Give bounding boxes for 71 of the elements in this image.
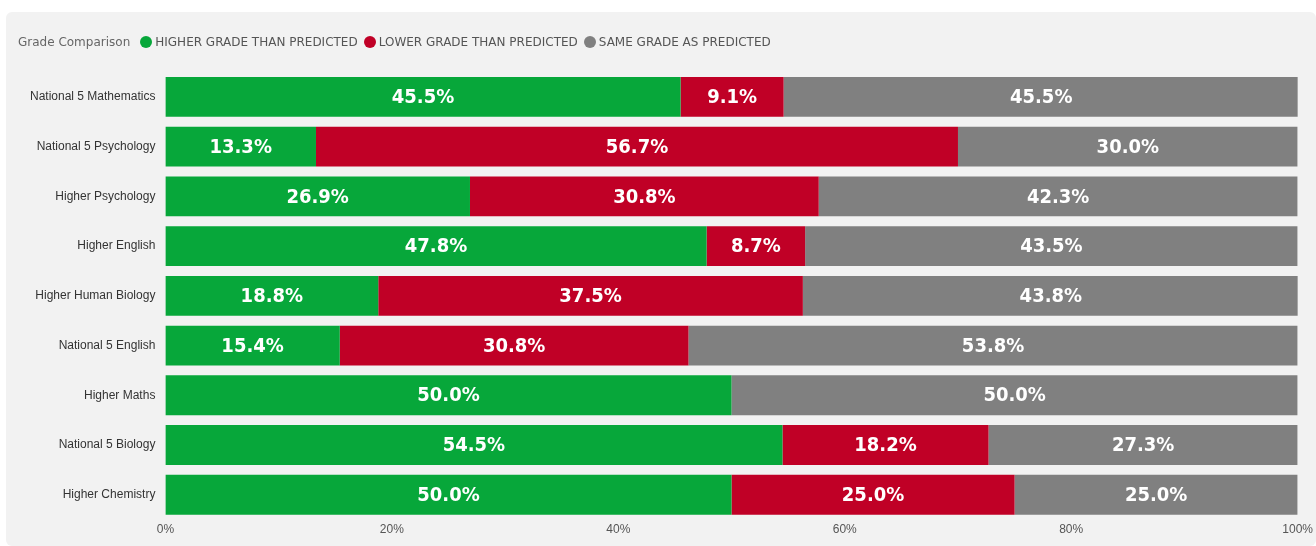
data-label: 30.8% [613, 183, 676, 208]
data-label: 42.3% [1026, 183, 1090, 208]
bar [165, 126, 316, 167]
bar [783, 76, 1298, 117]
data-label: 37.5% [559, 283, 622, 307]
y-tick-label: Higher Maths [84, 387, 156, 402]
y-tick-label: National 5 Psychology [36, 138, 156, 153]
data-label: 45.5% [1009, 84, 1073, 109]
data-label: 53.8% [961, 332, 1025, 357]
bar [165, 226, 707, 266]
bar [731, 375, 1298, 416]
bar [731, 474, 1015, 515]
bar [782, 425, 989, 465]
data-label: 50.0% [983, 382, 1046, 407]
bar [165, 176, 470, 217]
data-label: 26.9% [286, 183, 349, 208]
bar [315, 126, 958, 167]
y-tick-label: Higher Chemistry [62, 487, 156, 502]
bar [818, 176, 1298, 217]
bar [680, 76, 784, 117]
data-label: 9.1% [707, 84, 758, 109]
bar [165, 325, 340, 366]
data-label: 54.5% [442, 432, 506, 457]
bar [706, 226, 806, 266]
data-label: 8.7% [730, 233, 781, 258]
legend-label: HIGHER GRADE THAN PREDICTED [155, 35, 358, 49]
legend-title: Grade Comparison [18, 35, 131, 49]
bar [165, 375, 732, 416]
data-label: 27.3% [1111, 432, 1175, 457]
data-label: 30.0% [1096, 133, 1160, 158]
data-label: 43.5% [1020, 233, 1083, 258]
y-tick-label: National 5 English [58, 337, 156, 352]
bar [339, 325, 689, 366]
bar [378, 275, 803, 316]
data-label: 43.8% [1019, 283, 1083, 307]
bar [165, 275, 379, 316]
legend-label: LOWER GRADE THAN PREDICTED [378, 35, 578, 49]
bar [469, 176, 819, 217]
data-label: 25.0% [841, 481, 905, 506]
x-tick-label: 40% [606, 522, 631, 537]
legend-label: SAME GRADE AS PREDICTED [598, 35, 771, 49]
y-tick-label: National 5 Biology [58, 437, 156, 452]
y-tick-label: Higher Human Biology [35, 288, 156, 303]
bar [805, 226, 1298, 266]
bar [165, 425, 783, 465]
bar [1014, 474, 1298, 515]
x-tick-label: 20% [379, 522, 405, 537]
x-tick-label: 100% [1282, 522, 1314, 537]
x-tick-label: 0% [156, 522, 175, 537]
x-tick-label: 60% [832, 522, 858, 537]
data-label: 56.7% [605, 133, 669, 158]
data-label: 50.0% [417, 382, 480, 407]
data-label: 50.0% [417, 481, 480, 506]
y-tick-label: Higher Psychology [55, 188, 156, 203]
x-tick-label: 80% [1059, 522, 1084, 537]
bar [688, 325, 1298, 366]
data-label: 47.8% [404, 233, 468, 258]
data-label: 30.8% [482, 332, 546, 357]
data-label: 18.2% [854, 432, 917, 457]
data-label: 25.0% [1124, 481, 1188, 506]
bar [988, 425, 1298, 465]
y-tick-label: National 5 Mathematics [30, 89, 156, 104]
data-label: 45.5% [391, 84, 455, 109]
data-label: 13.3% [209, 133, 272, 158]
bar [802, 275, 1298, 316]
y-tick-label: Higher English [77, 238, 156, 253]
data-label: 15.4% [221, 332, 284, 357]
bar [165, 474, 732, 515]
data-label: 18.8% [240, 283, 304, 307]
bar [957, 126, 1298, 167]
bar [165, 76, 681, 117]
